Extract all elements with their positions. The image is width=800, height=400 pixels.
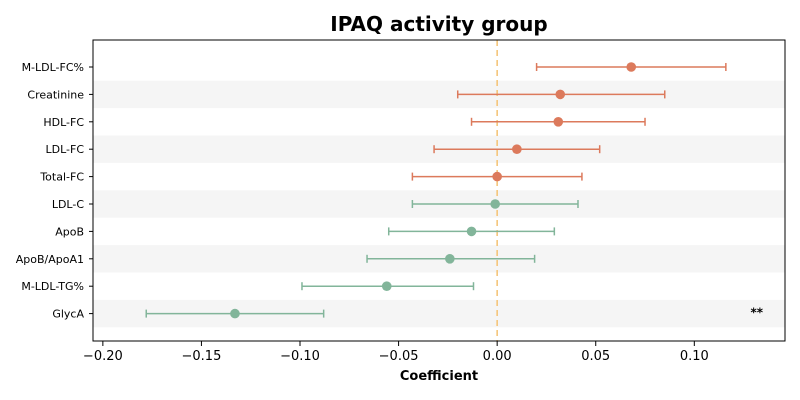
y-tick-label: LDL-FC bbox=[45, 143, 84, 156]
point-estimate bbox=[553, 117, 564, 127]
y-tick-labels: M-LDL-FC% Creatinine HDL-FC LDL-FC Total-FC L… bbox=[16, 61, 93, 321]
point-estimate bbox=[230, 308, 240, 319]
y-tick-label: GlycA bbox=[52, 308, 84, 321]
chart-title: IPAQ activity group bbox=[330, 12, 547, 36]
row-band bbox=[93, 80, 785, 109]
y-tick-label: M-LDL-TG% bbox=[21, 280, 84, 293]
y-tick-label: Creatinine bbox=[27, 88, 84, 101]
y-tick-label: ApoB bbox=[55, 225, 84, 238]
x-axis-label: Coefficient bbox=[400, 369, 478, 384]
x-tick-label: −0.20 bbox=[83, 349, 123, 364]
point-estimate bbox=[466, 226, 477, 237]
point-estimate bbox=[626, 62, 637, 72]
point-estimate bbox=[555, 89, 566, 100]
point-estimate bbox=[512, 144, 522, 154]
y-tick-label: LDL-C bbox=[52, 198, 85, 211]
x-tick-label: 0.05 bbox=[581, 349, 610, 364]
plot-frame bbox=[92, 39, 786, 342]
point-estimate bbox=[490, 199, 500, 209]
point-estimate bbox=[381, 281, 392, 292]
x-tick-label: −0.10 bbox=[280, 349, 320, 364]
x-axis: −0.20 −0.15 −0.10 −0.05 0.00 0.05 0.10 bbox=[83, 341, 709, 364]
x-tick-label: 0.10 bbox=[680, 349, 709, 364]
y-tick-label: ApoB/ApoA1 bbox=[16, 253, 84, 266]
x-tick-label: −0.15 bbox=[182, 349, 222, 364]
point-estimate bbox=[492, 171, 502, 182]
significance-label: ** bbox=[750, 306, 763, 320]
x-tick-label: 0.00 bbox=[483, 349, 512, 364]
y-tick-label: M-LDL-FC% bbox=[22, 61, 84, 74]
y-tick-label: HDL-FC bbox=[43, 116, 84, 129]
point-estimate bbox=[445, 253, 455, 264]
x-tick-label: −0.05 bbox=[379, 349, 419, 364]
y-tick-label: Total-FC bbox=[39, 171, 84, 184]
data-marks: ** bbox=[145, 62, 764, 320]
